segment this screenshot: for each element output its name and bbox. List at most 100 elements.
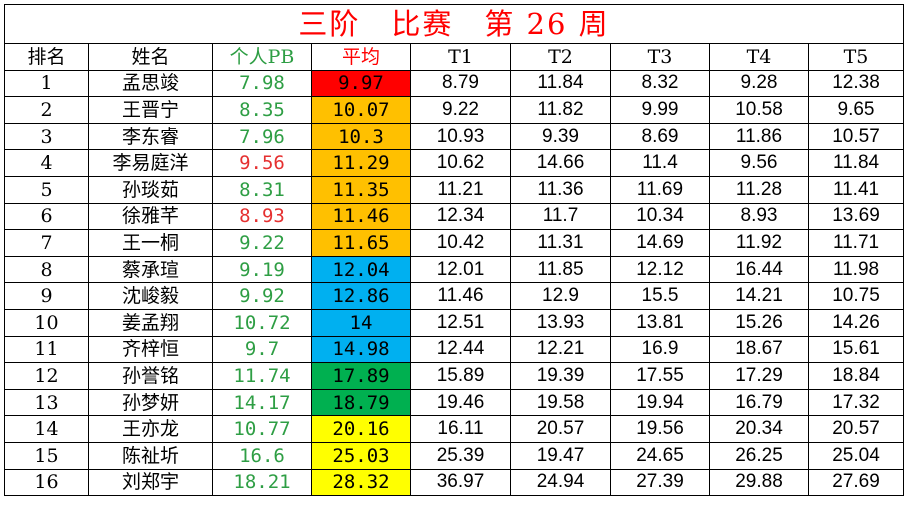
t5-cell: 27.69	[807, 468, 905, 497]
t2-cell: 11.85	[510, 255, 611, 284]
table-row: 5 孙琰茹 8.31 11.35 11.21 11.36 11.69 11.28 11.41	[4, 175, 905, 204]
table-row: 16 刘郑宇 18.21 28.32 36.97 24.94 27.39 29.88 27.69	[4, 468, 905, 497]
t3-cell: 19.94	[610, 388, 710, 417]
t1-cell: 12.34	[410, 202, 511, 231]
t2-cell: 13.93	[510, 308, 611, 337]
t1-cell: 11.21	[410, 175, 511, 204]
rank-cell: 2	[4, 96, 89, 124]
t1-cell: 36.97	[410, 468, 511, 497]
average-cell: 11.35	[311, 175, 411, 204]
t3-cell: 13.81	[610, 308, 710, 337]
pb-cell: 16.6	[212, 441, 312, 470]
name-cell: 姜孟翔	[88, 308, 213, 337]
table-row: 6 徐雅芊 8.93 11.46 12.34 11.7 10.34 8.93 13.69	[4, 202, 905, 231]
pb-cell: 10.72	[212, 308, 312, 337]
pb-cell: 9.22	[212, 229, 312, 257]
header-name: 姓名	[88, 43, 213, 71]
t3-cell: 10.34	[610, 202, 710, 231]
t3-cell: 15.5	[610, 282, 710, 310]
t1-cell: 16.11	[410, 415, 511, 443]
name-cell: 齐梓恒	[88, 335, 213, 364]
t2-cell: 19.58	[510, 388, 611, 417]
header-rank: 排名	[4, 43, 89, 71]
header-row: 排名 姓名 个人PB 平均 T1 T2 T3 T4 T5	[4, 43, 905, 71]
rank-cell: 6	[4, 202, 89, 231]
average-cell: 12.04	[311, 255, 411, 284]
t5-cell: 12.38	[807, 69, 905, 98]
rank-cell: 14	[4, 415, 89, 443]
t4-cell: 16.79	[709, 388, 809, 417]
t3-cell: 12.12	[610, 255, 710, 284]
name-cell: 孙梦妍	[88, 388, 213, 417]
t5-cell: 9.65	[807, 96, 905, 124]
t4-cell: 26.25	[709, 441, 809, 470]
t4-cell: 11.28	[709, 175, 809, 204]
name-cell: 王一桐	[88, 229, 213, 257]
rank-cell: 13	[4, 388, 89, 417]
pb-cell: 8.35	[212, 96, 312, 124]
t4-cell: 9.56	[709, 149, 809, 177]
pb-cell: 9.19	[212, 255, 312, 284]
t1-cell: 10.93	[410, 122, 511, 151]
pb-cell: 11.74	[212, 362, 312, 390]
t5-cell: 10.75	[807, 282, 905, 310]
table-row: 9 沈峻毅 9.92 12.86 11.46 12.9 15.5 14.21 10.75	[4, 282, 905, 310]
t3-cell: 8.69	[610, 122, 710, 151]
t1-cell: 10.62	[410, 149, 511, 177]
pb-cell: 9.92	[212, 282, 312, 310]
name-cell: 刘郑宇	[88, 468, 213, 497]
t2-cell: 11.82	[510, 96, 611, 124]
t1-cell: 19.46	[410, 388, 511, 417]
t1-cell: 12.44	[410, 335, 511, 364]
t5-cell: 20.57	[807, 415, 905, 443]
t4-cell: 14.21	[709, 282, 809, 310]
t3-cell: 19.56	[610, 415, 710, 443]
average-cell: 14.98	[311, 335, 411, 364]
t4-cell: 15.26	[709, 308, 809, 337]
t2-cell: 9.39	[510, 122, 611, 151]
t4-cell: 16.44	[709, 255, 809, 284]
name-cell: 王晋宁	[88, 96, 213, 124]
t5-cell: 11.71	[807, 229, 905, 257]
average-cell: 9.97	[311, 69, 411, 98]
header-t4: T4	[709, 43, 809, 71]
t5-cell: 10.57	[807, 122, 905, 151]
average-cell: 28.32	[311, 468, 411, 497]
rank-cell: 9	[4, 282, 89, 310]
rank-cell: 4	[4, 149, 89, 177]
t5-cell: 11.98	[807, 255, 905, 284]
t3-cell: 9.99	[610, 96, 710, 124]
average-cell: 18.79	[311, 388, 411, 417]
table-row: 7 王一桐 9.22 11.65 10.42 11.31 14.69 11.92 11.71	[4, 229, 905, 257]
rank-cell: 10	[4, 308, 89, 337]
header-t3: T3	[610, 43, 710, 71]
t5-cell: 17.32	[807, 388, 905, 417]
t2-cell: 11.7	[510, 202, 611, 231]
title-row: 三阶 比赛 第 26 周	[3, 4, 905, 44]
name-cell: 徐雅芊	[88, 202, 213, 231]
pb-cell: 8.93	[212, 202, 312, 231]
t2-cell: 12.9	[510, 282, 611, 310]
t2-cell: 24.94	[510, 468, 611, 497]
t3-cell: 11.4	[610, 149, 710, 177]
t4-cell: 10.58	[709, 96, 809, 124]
name-cell: 陈祉圻	[88, 441, 213, 470]
table-row: 2 王晋宁 8.35 10.07 9.22 11.82 9.99 10.58 9.65	[4, 96, 905, 124]
t3-cell: 17.55	[610, 362, 710, 390]
t2-cell: 14.66	[510, 149, 611, 177]
t3-cell: 11.69	[610, 175, 710, 204]
average-cell: 14	[311, 308, 411, 337]
rank-cell: 5	[4, 175, 89, 204]
name-cell: 孙琰茹	[88, 175, 213, 204]
pb-cell: 10.77	[212, 415, 312, 443]
table-row: 12 孙誉铭 11.74 17.89 15.89 19.39 17.55 17.29 18.84	[4, 362, 905, 390]
name-cell: 孙誉铭	[88, 362, 213, 390]
table-row: 8 蔡承瑄 9.19 12.04 12.01 11.85 12.12 16.44 11.98	[4, 255, 905, 284]
t2-cell: 19.47	[510, 441, 611, 470]
pb-cell: 14.17	[212, 388, 312, 417]
table-row: 1 孟思竣 7.98 9.97 8.79 11.84 8.32 9.28 12.38	[4, 69, 905, 98]
name-cell: 孟思竣	[88, 69, 213, 98]
t4-cell: 18.67	[709, 335, 809, 364]
average-cell: 11.29	[311, 149, 411, 177]
pb-cell: 9.7	[212, 335, 312, 364]
